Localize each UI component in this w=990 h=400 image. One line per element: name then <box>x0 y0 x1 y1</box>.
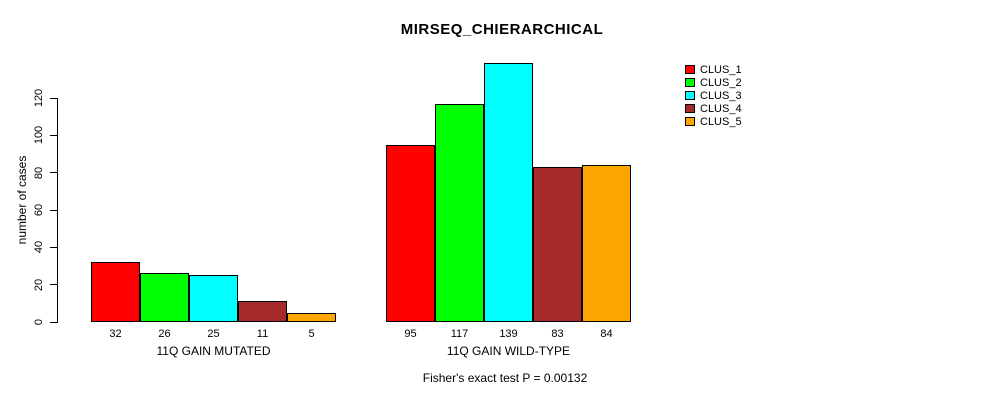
legend-item-clus_1: CLUS_1 <box>685 63 742 76</box>
bar-value-label: 95 <box>404 328 417 340</box>
bar-clus_5-group0 <box>287 313 336 322</box>
y-axis-line <box>57 98 58 323</box>
legend-label: CLUS_4 <box>700 102 742 115</box>
bar-value-label: 5 <box>308 328 315 340</box>
bar-value-label: 139 <box>499 328 518 340</box>
y-axis-tick <box>50 284 57 286</box>
y-axis-title: number of cases <box>15 155 29 245</box>
bar-clus_5-group1 <box>582 165 631 322</box>
y-axis-tick-label: 0 <box>33 318 45 326</box>
bar-clus_3-group1 <box>484 63 533 322</box>
y-axis-tick-label: 100 <box>33 126 45 145</box>
y-axis-tick-label: 120 <box>33 88 45 108</box>
legend-label: CLUS_1 <box>700 63 742 76</box>
bar-value-label: 83 <box>551 328 564 340</box>
fisher-test-annotation: Fisher's exact test P = 0.00132 <box>422 371 588 385</box>
bar-clus_4-group0 <box>238 301 287 322</box>
y-axis-tick-label: 80 <box>33 166 45 179</box>
bar-value-label: 25 <box>207 328 220 340</box>
legend: CLUS_1 CLUS_2 CLUS_3 CLUS_4 CLUS_5 <box>685 63 742 128</box>
bar-value-label: 26 <box>158 328 171 340</box>
legend-swatch-icon <box>685 117 695 126</box>
bar-clus_1-group0 <box>91 262 140 322</box>
y-axis-tick-label: 60 <box>33 203 45 217</box>
y-axis-tick-label: 40 <box>33 241 45 254</box>
bar-clus_2-group0 <box>140 273 189 322</box>
y-axis-tick <box>50 246 57 248</box>
y-axis-tick-label: 20 <box>33 278 45 291</box>
legend-label: CLUS_2 <box>700 76 742 89</box>
legend-swatch-icon <box>685 78 695 87</box>
bar-value-label: 11 <box>256 328 269 340</box>
bar-clus_2-group1 <box>435 104 484 322</box>
y-axis-tick <box>50 97 57 99</box>
legend-label: CLUS_5 <box>700 115 742 128</box>
y-axis-tick <box>50 134 57 136</box>
y-axis-tick <box>50 321 57 323</box>
bar-clus_4-group1 <box>533 167 582 322</box>
legend-swatch-icon <box>685 91 695 100</box>
legend-item-clus_5: CLUS_5 <box>685 115 742 128</box>
bar-clus_3-group0 <box>189 275 238 322</box>
legend-swatch-icon <box>685 104 695 113</box>
legend-swatch-icon <box>685 65 695 74</box>
legend-item-clus_4: CLUS_4 <box>685 102 742 115</box>
y-axis-tick <box>50 172 57 174</box>
legend-item-clus_3: CLUS_3 <box>685 89 742 102</box>
x-group-label-wildtype: 11Q GAIN WILD-TYPE <box>446 344 571 358</box>
legend-label: CLUS_3 <box>700 89 742 102</box>
bar-value-label: 117 <box>450 328 469 340</box>
y-axis-tick <box>50 209 57 211</box>
bar-value-label: 84 <box>600 328 613 340</box>
bar-clus_1-group1 <box>386 145 435 322</box>
legend-item-clus_2: CLUS_2 <box>685 76 742 89</box>
bar-value-label: 32 <box>109 328 122 340</box>
x-group-label-mutated: 11Q GAIN MUTATED <box>156 344 271 358</box>
chart-title: MIRSEQ_CHIERARCHICAL <box>400 21 604 38</box>
